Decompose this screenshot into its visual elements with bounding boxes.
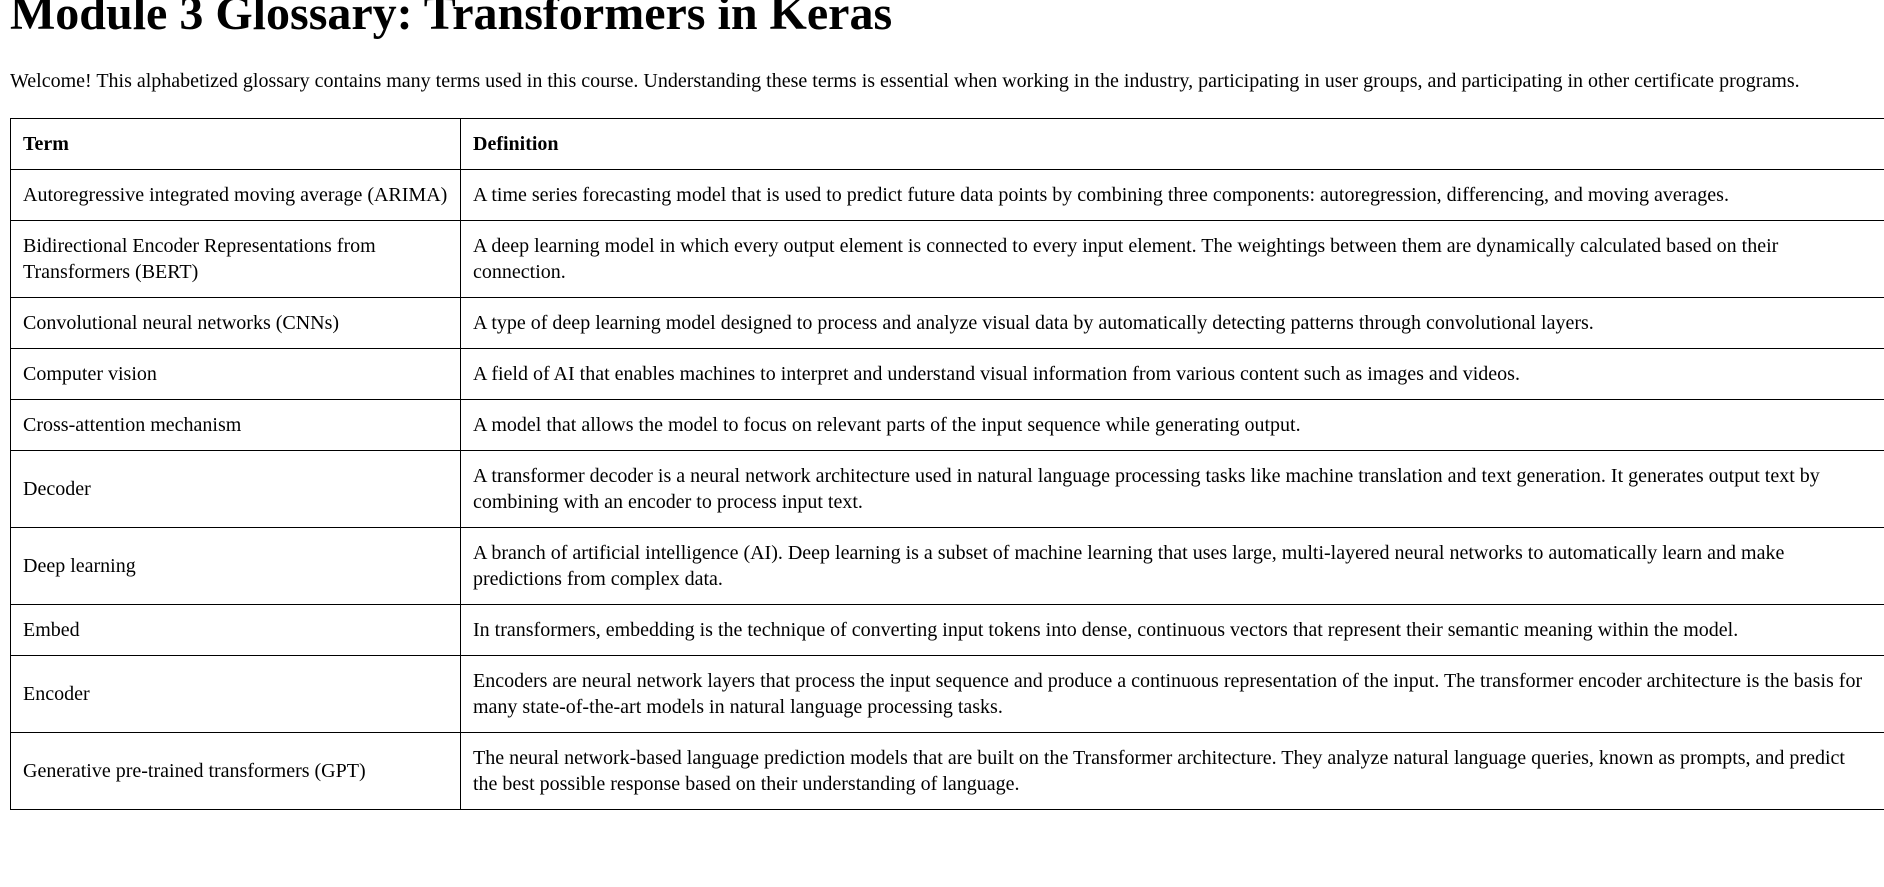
table-row: Deep learning A branch of artificial int… xyxy=(10,527,1884,605)
page-title: Module 3 Glossary: Transformers in Keras xyxy=(10,0,893,40)
definition-cell: Encoders are neural network layers that … xyxy=(460,655,1884,733)
table-header: Term Definition xyxy=(10,118,1884,170)
table-row: Bidirectional Encoder Representations fr… xyxy=(10,220,1884,298)
term-cell: Convolutional neural networks (CNNs) xyxy=(10,297,461,349)
term-cell: Deep learning xyxy=(10,527,461,605)
header-row: Term Definition xyxy=(10,118,1884,170)
definition-cell: A field of AI that enables machines to i… xyxy=(460,348,1884,400)
term-cell: Decoder xyxy=(10,450,461,528)
table-row: Generative pre-trained transformers (GPT… xyxy=(10,732,1884,810)
table-row: Decoder A transformer decoder is a neura… xyxy=(10,450,1884,528)
term-column-header: Term xyxy=(10,118,461,170)
table-row: Autoregressive integrated moving average… xyxy=(10,169,1884,221)
definition-cell: A model that allows the model to focus o… xyxy=(460,399,1884,451)
term-cell: Bidirectional Encoder Representations fr… xyxy=(10,220,461,298)
definition-cell: The neural network-based language predic… xyxy=(460,732,1884,810)
definition-cell: In transformers, embedding is the techni… xyxy=(460,604,1884,656)
table-row: Encoder Encoders are neural network laye… xyxy=(10,655,1884,733)
glossary-page: Module 3 Glossary: Transformers in Keras… xyxy=(10,0,1884,810)
definition-column-header: Definition xyxy=(460,118,1884,170)
term-cell: Generative pre-trained transformers (GPT… xyxy=(10,732,461,810)
glossary-table: Term Definition Autoregressive integrate… xyxy=(10,118,1884,810)
table-row: Convolutional neural networks (CNNs) A t… xyxy=(10,297,1884,349)
table-row: Computer vision A field of AI that enabl… xyxy=(10,348,1884,400)
table-body: Autoregressive integrated moving average… xyxy=(10,169,1884,810)
definition-cell: A time series forecasting model that is … xyxy=(460,169,1884,221)
table-row: Embed In transformers, embedding is the … xyxy=(10,604,1884,656)
definition-cell: A branch of artificial intelligence (AI)… xyxy=(460,527,1884,605)
table-row: Cross-attention mechanism A model that a… xyxy=(10,399,1884,451)
term-cell: Cross-attention mechanism xyxy=(10,399,461,451)
term-cell: Encoder xyxy=(10,655,461,733)
term-cell: Embed xyxy=(10,604,461,656)
term-cell: Computer vision xyxy=(10,348,461,400)
term-cell: Autoregressive integrated moving average… xyxy=(10,169,461,221)
definition-cell: A type of deep learning model designed t… xyxy=(460,297,1884,349)
intro-paragraph: Welcome! This alphabetized glossary cont… xyxy=(10,70,1800,92)
definition-cell: A deep learning model in which every out… xyxy=(460,220,1884,298)
definition-cell: A transformer decoder is a neural networ… xyxy=(460,450,1884,528)
